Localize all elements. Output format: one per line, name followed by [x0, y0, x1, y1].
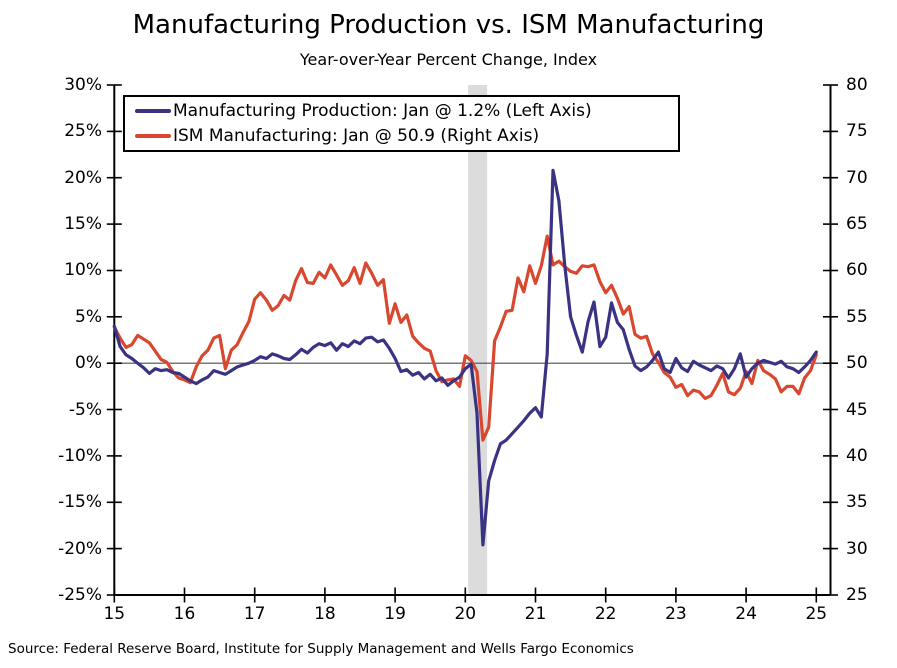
right-axis-label: 65: [846, 214, 868, 235]
x-axis-label: 23: [665, 604, 687, 624]
x-axis-label: 25: [805, 604, 828, 624]
left-axis-label: -15%: [58, 492, 102, 513]
right-axis-label: 80: [846, 75, 868, 95]
right-axis-label: 35: [846, 492, 868, 513]
left-axis-label: 0%: [75, 353, 102, 374]
ism-manufacturing-line: [112, 234, 818, 442]
source-note: Source: Federal Reserve Board, Institute…: [8, 641, 634, 657]
right-axis-label: 30: [846, 538, 868, 559]
x-axis-label: 19: [384, 604, 406, 624]
right-axis-label: 55: [846, 306, 868, 327]
legend-swatch-manufacturing-production: [135, 109, 171, 114]
chart-title: Manufacturing Production vs. ISM Manufac…: [132, 10, 765, 40]
x-axis-label: 15: [103, 604, 126, 624]
x-axis-label: 20: [454, 604, 477, 624]
x-axis-label: 21: [524, 604, 547, 624]
right-axis-label: 40: [846, 445, 868, 466]
x-axis-label: 22: [594, 604, 617, 624]
left-axis-label: 30%: [64, 75, 102, 95]
legend: Manufacturing Production: Jan @ 1.2% (Le…: [123, 95, 680, 152]
x-axis-label: 18: [314, 604, 336, 624]
right-axis-label: 75: [846, 121, 868, 142]
left-axis-label: -10%: [58, 445, 102, 466]
x-axis-label: 16: [173, 604, 196, 624]
legend-label-manufacturing-production: Manufacturing Production: Jan @ 1.2% (Le…: [173, 101, 592, 122]
right-axis-label: 60: [846, 260, 868, 281]
left-axis-label: -25%: [58, 585, 102, 605]
right-axis-label: 50: [846, 353, 868, 374]
left-axis-label: 20%: [64, 167, 102, 188]
right-axis-label: 70: [846, 167, 868, 188]
left-axis-label: 15%: [64, 214, 102, 235]
manufacturing-production-line: [112, 168, 818, 547]
left-axis-label: -5%: [68, 399, 102, 420]
legend-item-ism-manufacturing: ISM Manufacturing: Jan @ 50.9 (Right Axi…: [135, 124, 668, 149]
legend-item-manufacturing-production: Manufacturing Production: Jan @ 1.2% (Le…: [135, 99, 668, 124]
right-axis-label: 25: [846, 585, 868, 605]
legend-swatch-ism-manufacturing: [135, 133, 171, 138]
left-axis-label: -20%: [58, 538, 102, 559]
legend-label-ism-manufacturing: ISM Manufacturing: Jan @ 50.9 (Right Axi…: [173, 125, 540, 146]
left-axis-label: 10%: [64, 260, 102, 281]
recession-band: [468, 85, 488, 595]
right-axis-label: 45: [846, 399, 868, 420]
left-axis-label: 5%: [75, 306, 102, 327]
x-axis-label: 17: [243, 604, 266, 624]
left-axis-label: 25%: [64, 121, 102, 142]
chart-subtitle: Year-over-Year Percent Change, Index: [299, 50, 598, 69]
x-axis-label: 24: [735, 604, 757, 624]
